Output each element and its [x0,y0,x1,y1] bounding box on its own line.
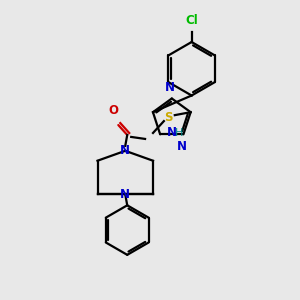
Text: Cl: Cl [185,14,198,27]
Text: O: O [108,104,118,117]
Text: N: N [176,140,187,153]
Text: N: N [120,144,130,157]
Text: N: N [165,80,175,94]
Text: N: N [167,126,177,139]
Text: H: H [175,128,183,138]
Text: N: N [120,188,130,201]
Text: S: S [165,111,173,124]
